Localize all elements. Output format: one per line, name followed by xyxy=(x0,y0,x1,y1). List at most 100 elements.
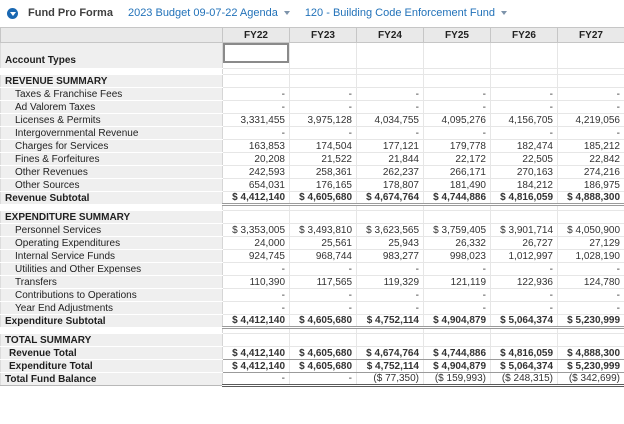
cell-fy22[interactable]: 3,331,455 xyxy=(222,113,290,127)
cell-fy24[interactable]: - xyxy=(356,100,424,114)
cell-fy23[interactable]: 258,361 xyxy=(289,165,357,179)
cell-fy25[interactable]: $ 4,744,886 xyxy=(423,191,491,206)
cell-fy25[interactable]: 4,095,276 xyxy=(423,113,491,127)
cell-fy22[interactable]: - xyxy=(222,100,290,114)
cell-fy26[interactable]: $ 4,816,059 xyxy=(490,191,558,206)
cell-fy22[interactable]: - xyxy=(222,301,290,315)
cell-fy22[interactable] xyxy=(222,74,290,88)
cell-fy24[interactable]: 25,943 xyxy=(356,236,424,250)
cell-fy26[interactable]: - xyxy=(490,262,558,276)
cell-fy23[interactable]: $ 4,605,680 xyxy=(289,346,357,360)
cell-fy27[interactable]: 1,028,190 xyxy=(557,249,624,263)
cell-fy22[interactable]: 163,853 xyxy=(222,139,290,153)
cell-fy25[interactable]: - xyxy=(423,288,491,302)
cell-fy23[interactable]: - xyxy=(289,288,357,302)
cell-fy26[interactable] xyxy=(490,333,558,347)
cell-fy24[interactable]: 262,237 xyxy=(356,165,424,179)
cell-fy24[interactable]: 983,277 xyxy=(356,249,424,263)
cell-fy23[interactable]: 21,522 xyxy=(289,152,357,166)
cell-fy25[interactable]: $ 4,744,886 xyxy=(423,346,491,360)
cell-fy24[interactable]: $ 4,674,764 xyxy=(356,191,424,206)
cell-fy24[interactable]: $ 4,674,764 xyxy=(356,346,424,360)
cell-fy26[interactable]: - xyxy=(490,126,558,140)
cell-fy26[interactable]: - xyxy=(490,87,558,101)
cell-fy26[interactable]: - xyxy=(490,301,558,315)
fund-dropdown[interactable]: 120 - Building Code Enforcement Fund xyxy=(305,7,507,19)
cell-fy27[interactable]: 27,129 xyxy=(557,236,624,250)
collapse-toggle-icon[interactable] xyxy=(7,7,18,19)
cell-fy27[interactable]: $ 5,230,999 xyxy=(557,314,624,329)
cell-fy22[interactable]: - xyxy=(222,372,290,387)
cell-fy23[interactable]: 174,504 xyxy=(289,139,357,153)
cell-fy22[interactable] xyxy=(222,333,290,347)
cell-fy25[interactable]: 181,490 xyxy=(423,178,491,192)
cell-fy24[interactable]: $ 3,623,565 xyxy=(356,223,424,237)
cell-fy25[interactable]: - xyxy=(423,126,491,140)
cell-fy22[interactable]: $ 4,412,140 xyxy=(222,314,290,329)
cell-fy26[interactable]: $ 5,064,374 xyxy=(490,359,558,373)
cell-fy22[interactable]: $ 4,412,140 xyxy=(222,346,290,360)
cell-fy24[interactable]: 177,121 xyxy=(356,139,424,153)
cell-fy25[interactable] xyxy=(423,333,491,347)
cell-fy25[interactable]: $ 4,904,879 xyxy=(423,314,491,329)
cell-fy27[interactable] xyxy=(557,210,624,224)
cell-fy27[interactable]: 22,842 xyxy=(557,152,624,166)
cell-fy25[interactable] xyxy=(423,210,491,224)
cell-fy27[interactable] xyxy=(557,42,624,69)
cell-fy24[interactable] xyxy=(356,42,424,69)
cell-fy24[interactable]: 119,329 xyxy=(356,275,424,289)
cell-fy25[interactable] xyxy=(423,42,491,69)
cell-fy22[interactable]: - xyxy=(222,288,290,302)
cell-fy23[interactable]: - xyxy=(289,87,357,101)
cell-fy27[interactable]: 124,780 xyxy=(557,275,624,289)
cell-fy27[interactable]: $ 4,888,300 xyxy=(557,191,624,206)
cell-fy27[interactable]: 4,219,056 xyxy=(557,113,624,127)
cell-fy22[interactable] xyxy=(222,42,290,69)
cell-fy24[interactable]: - xyxy=(356,288,424,302)
cell-fy26[interactable]: $ 3,901,714 xyxy=(490,223,558,237)
cell-fy23[interactable]: $ 3,493,810 xyxy=(289,223,357,237)
cell-fy25[interactable]: 266,171 xyxy=(423,165,491,179)
cell-fy22[interactable]: - xyxy=(222,262,290,276)
cell-fy23[interactable]: 176,165 xyxy=(289,178,357,192)
cell-fy23[interactable]: 3,975,128 xyxy=(289,113,357,127)
cell-fy23[interactable] xyxy=(289,210,357,224)
selected-cell[interactable] xyxy=(223,43,289,63)
cell-fy23[interactable] xyxy=(289,42,357,69)
cell-fy25[interactable]: - xyxy=(423,262,491,276)
cell-fy27[interactable]: - xyxy=(557,288,624,302)
cell-fy26[interactable]: 182,474 xyxy=(490,139,558,153)
cell-fy22[interactable]: - xyxy=(222,87,290,101)
cell-fy27[interactable]: - xyxy=(557,87,624,101)
cell-fy26[interactable]: 1,012,997 xyxy=(490,249,558,263)
cell-fy23[interactable] xyxy=(289,333,357,347)
cell-fy26[interactable]: ($ 248,315) xyxy=(490,372,558,387)
cell-fy22[interactable]: 20,208 xyxy=(222,152,290,166)
cell-fy23[interactable]: - xyxy=(289,301,357,315)
cell-fy23[interactable]: $ 4,605,680 xyxy=(289,191,357,206)
cell-fy27[interactable]: 185,212 xyxy=(557,139,624,153)
cell-fy22[interactable]: - xyxy=(222,126,290,140)
cell-fy26[interactable] xyxy=(490,74,558,88)
cell-fy26[interactable]: 122,936 xyxy=(490,275,558,289)
cell-fy25[interactable]: $ 4,904,879 xyxy=(423,359,491,373)
cell-fy24[interactable]: - xyxy=(356,262,424,276)
cell-fy24[interactable] xyxy=(356,74,424,88)
cell-fy23[interactable]: $ 4,605,680 xyxy=(289,314,357,329)
cell-fy25[interactable]: $ 3,759,405 xyxy=(423,223,491,237)
budget-dropdown[interactable]: 2023 Budget 09-07-22 Agenda xyxy=(128,7,290,19)
cell-fy27[interactable] xyxy=(557,74,624,88)
cell-fy26[interactable]: 184,212 xyxy=(490,178,558,192)
cell-fy22[interactable]: $ 4,412,140 xyxy=(222,359,290,373)
cell-fy26[interactable]: $ 5,064,374 xyxy=(490,314,558,329)
cell-fy22[interactable]: 110,390 xyxy=(222,275,290,289)
cell-fy27[interactable]: - xyxy=(557,126,624,140)
cell-fy22[interactable]: $ 3,353,005 xyxy=(222,223,290,237)
cell-fy26[interactable]: 4,156,705 xyxy=(490,113,558,127)
cell-fy25[interactable]: - xyxy=(423,100,491,114)
cell-fy26[interactable] xyxy=(490,210,558,224)
cell-fy23[interactable] xyxy=(289,74,357,88)
cell-fy25[interactable]: ($ 159,993) xyxy=(423,372,491,387)
cell-fy23[interactable]: 117,565 xyxy=(289,275,357,289)
cell-fy24[interactable]: $ 4,752,114 xyxy=(356,314,424,329)
